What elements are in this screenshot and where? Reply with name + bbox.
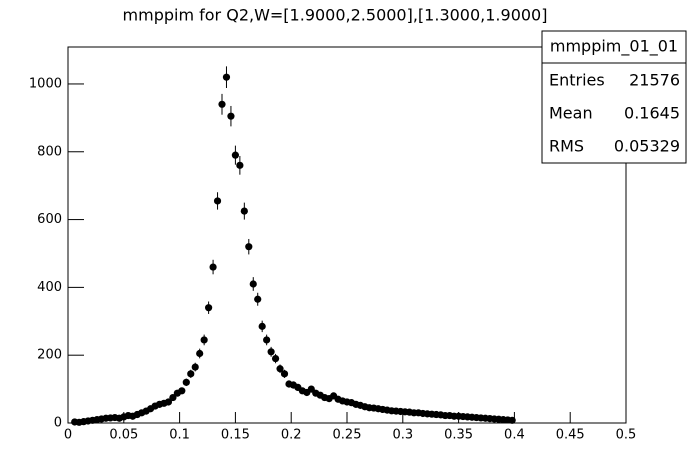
data-point [254, 295, 262, 303]
data-point [276, 365, 284, 373]
data-point [200, 336, 208, 344]
data-point [236, 161, 244, 169]
data-point [187, 370, 195, 378]
x-tick-label: 0.1 [169, 428, 190, 443]
stats-label: RMS [549, 137, 584, 156]
x-tick-label: 0.45 [556, 428, 585, 443]
x-tick-label: 0.5 [616, 428, 637, 443]
data-point [263, 336, 271, 344]
data-point [222, 73, 231, 81]
data-point [218, 100, 226, 108]
y-tick-label: 0 [54, 416, 62, 431]
data-point [209, 263, 217, 271]
stats-label: Entries [549, 71, 605, 90]
data-point [231, 151, 239, 159]
x-tick-label: 0.4 [504, 428, 525, 443]
x-tick-label: 0.25 [333, 428, 362, 443]
data-point [249, 280, 257, 288]
data-point [227, 112, 235, 120]
stats-box: mmppim_01_01 Entries 21576 Mean 0.1645 RMS 0.… [541, 30, 687, 164]
data-point [182, 378, 190, 386]
data-point [245, 243, 253, 251]
x-tick-label: 0.2 [281, 428, 302, 443]
data-point [508, 416, 516, 424]
stats-value: 0.05329 [614, 137, 680, 156]
x-tick-label: 0.15 [221, 428, 250, 443]
y-tick-label: 400 [37, 280, 62, 295]
data-point [196, 349, 204, 358]
y-tick-label: 600 [37, 212, 62, 227]
x-tick-label: 0.35 [444, 428, 473, 443]
y-tick-label: 800 [37, 144, 62, 159]
stats-value: 0.1645 [624, 104, 680, 123]
stats-name: mmppim_01_01 [550, 37, 678, 57]
data-point [169, 393, 177, 402]
stats-label: Mean [549, 104, 593, 123]
data-point [240, 207, 248, 215]
x-tick-label: 0 [64, 428, 72, 443]
data-point [258, 322, 266, 330]
x-tick-label: 0.05 [109, 428, 138, 443]
y-tick-label: 1000 [29, 76, 62, 91]
y-tick-label: 200 [37, 348, 62, 363]
x-tick-label: 0.3 [392, 428, 413, 443]
data-point [271, 354, 280, 363]
data-point [280, 370, 289, 378]
stats-value: 21576 [629, 71, 680, 90]
data-point [164, 398, 173, 406]
data-point [178, 387, 186, 395]
data-point [267, 348, 275, 356]
stats-frame [541, 30, 687, 164]
data-point [213, 197, 222, 205]
data-point [191, 363, 199, 371]
chart-title: mmppim for Q2,W=[1.9000,2.5000],[1.3000,… [123, 6, 548, 25]
data-point [205, 304, 213, 312]
